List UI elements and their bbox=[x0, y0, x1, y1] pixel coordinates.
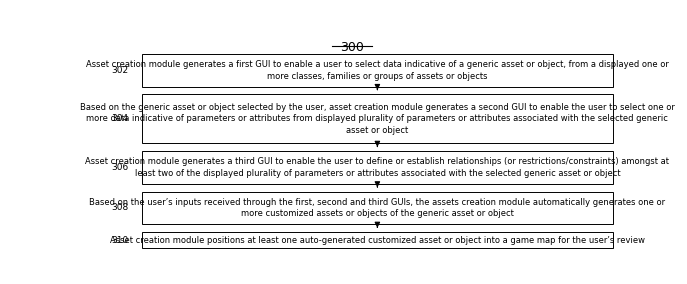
Text: 310: 310 bbox=[111, 236, 128, 245]
Text: 306: 306 bbox=[111, 163, 128, 172]
Text: 304: 304 bbox=[111, 114, 128, 123]
Bar bbox=[142, 151, 613, 184]
Text: Based on the user’s inputs received through the first, second and third GUIs, th: Based on the user’s inputs received thro… bbox=[89, 198, 666, 218]
Text: 302: 302 bbox=[111, 66, 128, 75]
Text: Asset creation module generates a third GUI to enable the user to define or esta: Asset creation module generates a third … bbox=[85, 157, 669, 178]
Bar bbox=[142, 191, 613, 224]
Bar bbox=[142, 232, 613, 248]
Text: 308: 308 bbox=[111, 203, 128, 212]
Bar bbox=[142, 94, 613, 143]
Text: Based on the generic asset or object selected by the user, asset creation module: Based on the generic asset or object sel… bbox=[80, 103, 675, 135]
Text: Asset creation module generates a first GUI to enable a user to select data indi: Asset creation module generates a first … bbox=[86, 60, 669, 81]
Text: 300: 300 bbox=[340, 41, 364, 54]
Bar bbox=[142, 54, 613, 87]
Text: Asset creation module positions at least one auto-generated customized asset or : Asset creation module positions at least… bbox=[110, 236, 645, 245]
